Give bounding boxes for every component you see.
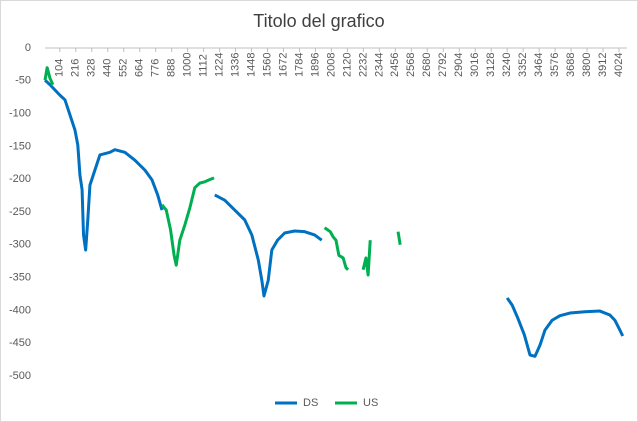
x-tick-label: 3688 (565, 53, 577, 77)
y-tick-label: -100 (9, 108, 31, 120)
legend-label: US (363, 397, 378, 409)
x-tick-label: 776 (150, 59, 162, 77)
y-tick-label: -350 (9, 272, 31, 284)
y-tick-label: -450 (9, 337, 31, 349)
x-tick-label: 2792 (437, 53, 449, 77)
x-tick-label: 1560 (261, 53, 273, 77)
x-tick-label: 3240 (501, 53, 513, 77)
x-tick-label: 3352 (517, 53, 529, 77)
x-tick-label: 2680 (421, 53, 433, 77)
y-tick-label: -50 (15, 75, 31, 87)
x-tick-label: 888 (166, 59, 178, 77)
series-line (43, 79, 625, 358)
x-tick-label: 2904 (453, 53, 465, 77)
x-tick-label: 1896 (309, 53, 321, 77)
x-tick-label: 1000 (182, 53, 194, 77)
x-tick-label: 3576 (549, 53, 561, 77)
x-tick-label: 2568 (405, 53, 417, 77)
x-tick-label: 1224 (214, 53, 226, 77)
y-tick-label: -250 (9, 206, 31, 218)
y-tick-label: -150 (9, 140, 31, 152)
x-tick-label: 216 (70, 59, 82, 77)
legend-label: DS (303, 397, 318, 409)
x-tick-label: 3800 (581, 53, 593, 77)
x-tick-label: 1112 (198, 54, 210, 77)
chart-title: Titolo del grafico (253, 11, 384, 31)
x-tick-label: 104 (54, 59, 66, 77)
y-tick-label: -400 (9, 304, 31, 316)
x-tick-label: 440 (102, 59, 114, 77)
x-tick-label: 4024 (613, 53, 625, 77)
x-tick-label: 2344 (373, 53, 385, 77)
series-line (43, 66, 402, 277)
x-tick-label: 2232 (357, 53, 369, 77)
x-tick-label: 2456 (389, 53, 401, 77)
y-tick-label: -500 (9, 370, 31, 382)
x-tick-label: 2120 (341, 53, 353, 77)
x-tick-label: 3464 (533, 53, 545, 77)
x-tick-label: 1448 (245, 53, 257, 77)
x-tick-label: 1672 (277, 53, 289, 77)
x-tick-label: 3016 (469, 53, 481, 77)
x-tick-label: 3128 (485, 53, 497, 77)
x-tick-label: 1336 (229, 53, 241, 77)
y-tick-label: 0 (25, 42, 31, 54)
x-tick-label: 664 (134, 59, 146, 77)
y-tick-label: -200 (9, 173, 31, 185)
y-tick-label: -300 (9, 239, 31, 251)
x-tick-label: 1784 (293, 53, 305, 77)
x-tick-label: 3912 (597, 53, 609, 77)
x-tick-label: 552 (118, 59, 130, 77)
x-tick-label: 2008 (325, 53, 337, 77)
x-tick-label: 328 (86, 59, 98, 77)
